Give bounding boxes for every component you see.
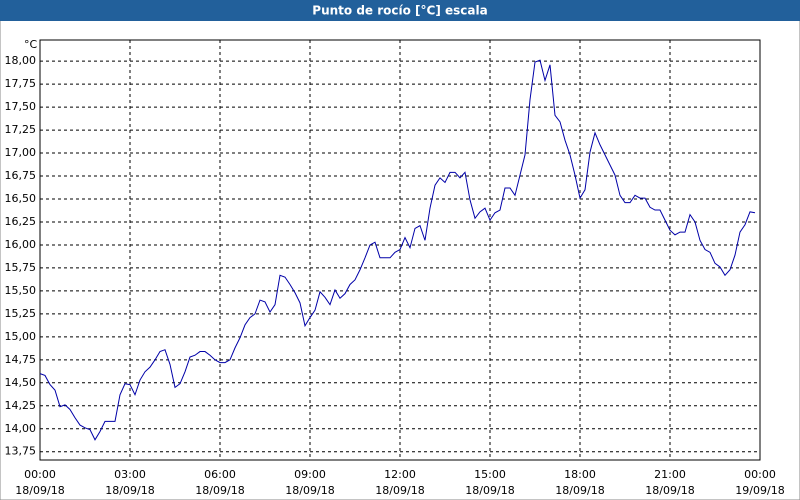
y-tick-label: 18,00 xyxy=(5,54,37,67)
y-tick-label: 15,75 xyxy=(5,261,37,274)
x-tick-label: 06:00 xyxy=(204,468,236,481)
x-tick-date: 18/09/18 xyxy=(375,484,424,497)
y-tick-label: 16,25 xyxy=(5,215,37,228)
x-tick-date: 19/09/18 xyxy=(735,484,784,497)
x-tick-label: 21:00 xyxy=(654,468,686,481)
x-tick-date: 18/09/18 xyxy=(465,484,514,497)
x-tick-label: 09:00 xyxy=(294,468,326,481)
y-tick-label: 15,25 xyxy=(5,307,37,320)
plot-frame xyxy=(39,39,761,461)
y-tick-label: 14,50 xyxy=(5,376,37,389)
x-tick-label: 00:00 xyxy=(744,468,776,481)
y-tick-label: 14,25 xyxy=(5,399,37,412)
y-tick-label: 13,75 xyxy=(5,445,37,458)
y-tick-label: 17,25 xyxy=(5,123,37,136)
y-tick-label: 16,75 xyxy=(5,169,37,182)
x-tick-label: 00:00 xyxy=(24,468,56,481)
x-tick-label: 15:00 xyxy=(474,468,506,481)
x-tick-label: 18:00 xyxy=(564,468,596,481)
y-tick-label: 15,00 xyxy=(5,330,37,343)
y-tick-label: 15,50 xyxy=(5,284,37,297)
y-tick-label: 17,75 xyxy=(5,77,37,90)
data-line xyxy=(39,59,756,441)
y-tick-label: 16,50 xyxy=(5,192,37,205)
x-tick-date: 18/09/18 xyxy=(645,484,694,497)
y-tick-label: 17,00 xyxy=(5,146,37,159)
x-tick-date: 18/09/18 xyxy=(285,484,334,497)
chart-title: Punto de rocío [°C] escala xyxy=(312,4,487,18)
x-tick-date: 18/09/18 xyxy=(15,484,64,497)
x-tick-date: 18/09/18 xyxy=(105,484,154,497)
x-tick-date: 18/09/18 xyxy=(195,484,244,497)
y-tick-label: 17,50 xyxy=(5,100,37,113)
x-tick-label: 12:00 xyxy=(384,468,416,481)
y-tick-label: 14,00 xyxy=(5,422,37,435)
y-tick-label: 16,00 xyxy=(5,238,37,251)
x-tick-label: 03:00 xyxy=(114,468,146,481)
y-tick-label: 14,75 xyxy=(5,353,37,366)
x-tick-date: 18/09/18 xyxy=(555,484,604,497)
title-bar xyxy=(0,0,800,21)
unit-label: °C xyxy=(24,38,38,51)
